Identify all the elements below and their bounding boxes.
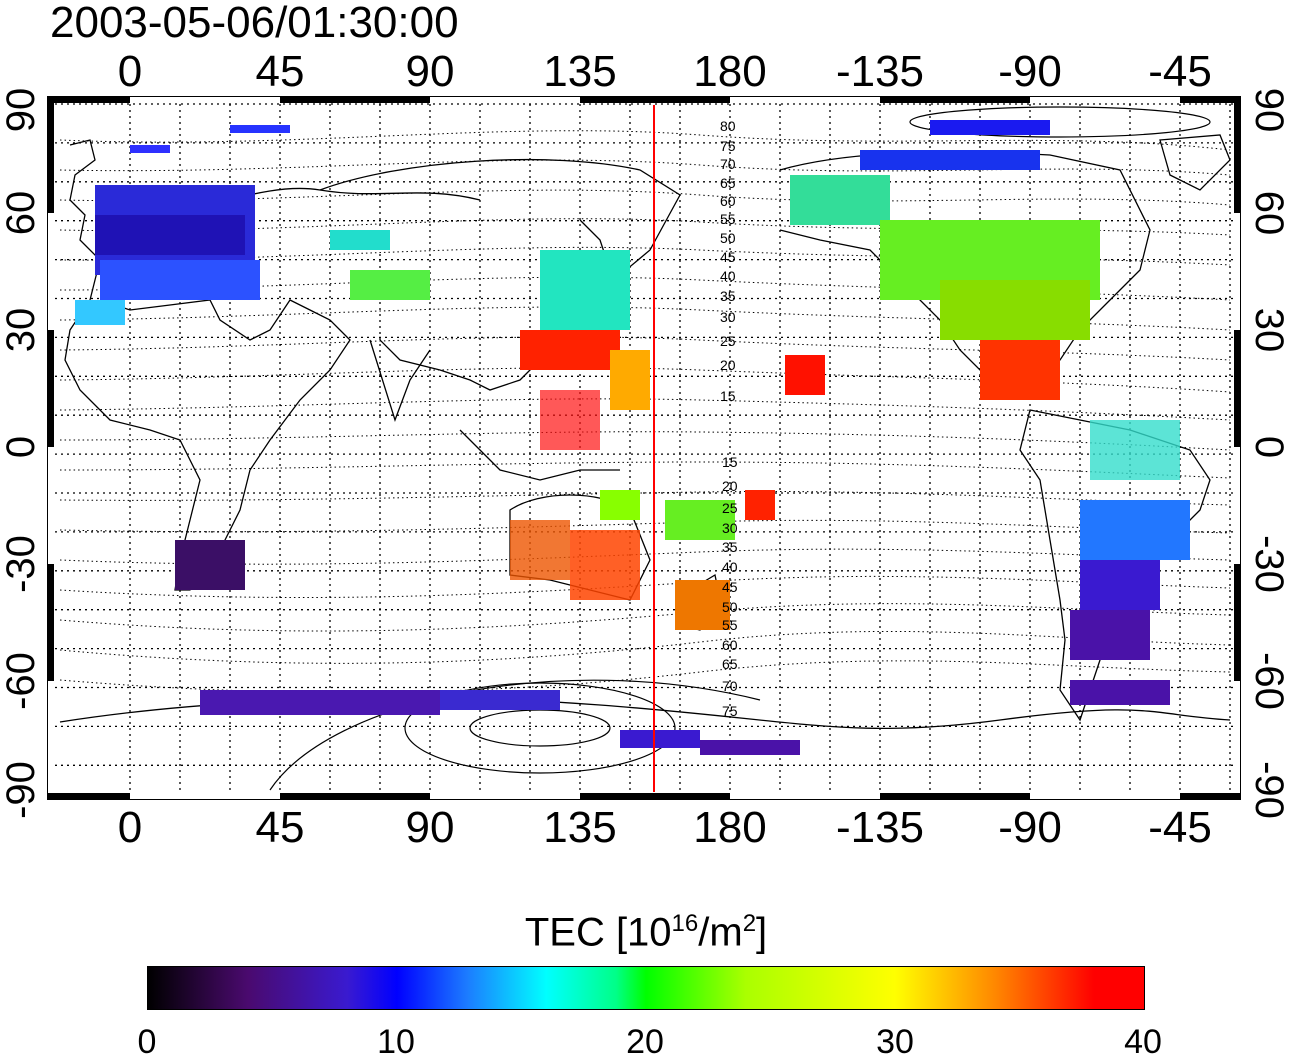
left-lat-label: -60	[0, 652, 43, 710]
colorbar-tick-label: 10	[377, 1023, 415, 1061]
contour-label: 70	[722, 678, 738, 694]
colorbar-tick-label: 0	[137, 1023, 157, 1061]
bottom-lon-label: -90	[998, 803, 1062, 852]
left-lat-label: -30	[0, 535, 43, 593]
bottom-lon-label: -135	[836, 803, 924, 852]
contour-label: 55	[722, 617, 738, 633]
contour-label: 50	[722, 599, 738, 615]
colorbar-tick-label: 40	[1124, 1023, 1162, 1061]
contour-label: 55	[720, 211, 736, 227]
right-lat-label: 60	[1247, 191, 1291, 236]
bottom-lon-label: 45	[256, 803, 305, 852]
contour-label: 35	[720, 288, 736, 304]
bottom-lon-label: 0	[118, 803, 142, 852]
bottom-lon-label: -45	[1148, 803, 1212, 852]
contour-label: 25	[720, 333, 736, 349]
left-lat-label: 60	[0, 191, 43, 236]
contour-label: 50	[720, 230, 736, 246]
right-lat-label: 30	[1247, 308, 1291, 353]
right-lat-label: 90	[1247, 88, 1291, 133]
bottom-lon-label: 90	[406, 803, 455, 852]
colorbar-title: TEC [1016/m2]	[524, 910, 768, 955]
contour-label: 70	[720, 156, 736, 172]
right-lat-label: -30	[1247, 535, 1291, 593]
colorbar-tick-label: 20	[626, 1023, 664, 1061]
bottom-lon-label: 180	[693, 803, 766, 852]
contour-label: 15	[722, 454, 738, 470]
top-lon-label: 0	[118, 47, 142, 96]
contour-label: 25	[722, 500, 738, 516]
tec-data-points	[75, 120, 1190, 755]
contour-label: 20	[720, 357, 736, 373]
contour-label: 65	[720, 175, 736, 191]
contour-label: 60	[722, 637, 738, 653]
left-lat-label: 90	[0, 88, 43, 133]
contour-value-labels: 80 75 70 65 60 55 50 45 40 35 30 25 20 15 15 20 25 30 35 40…	[720, 118, 738, 719]
top-lon-label: 45	[256, 47, 305, 96]
contour-label: 45	[722, 579, 738, 595]
contour-label: 40	[720, 268, 736, 284]
contour-label: 20	[722, 478, 738, 494]
contour-lines	[59, 130, 1231, 693]
right-lat-label: -60	[1247, 652, 1291, 710]
left-lat-label: 0	[0, 436, 43, 458]
right-lat-label: -90	[1247, 761, 1291, 819]
axis-labels: 0 45 90 135 180 -135 -90 -450 45 90 135 180 -135 -90-…	[0, 47, 1291, 852]
top-lon-label: 180	[693, 47, 766, 96]
top-lon-label: -45	[1148, 47, 1212, 96]
contour-label: 35	[722, 539, 738, 555]
tec-map: 80 75 70 65 60 55 50 45 40 35 30 25 20 15 15 20 25 30 35 40…	[0, 47, 1291, 852]
contour-label: 75	[722, 703, 738, 719]
contour-label: 75	[720, 138, 736, 154]
colorbar-tick-label: 30	[876, 1023, 914, 1061]
map-title: 2003-05-06/01:30:00	[50, 0, 459, 47]
right-lat-label: 0	[1247, 436, 1291, 458]
top-lon-label: -90	[998, 47, 1062, 96]
contour-label: 80	[720, 118, 736, 134]
bottom-lon-label: 135	[543, 803, 616, 852]
contour-label: 65	[722, 656, 738, 672]
contour-label: 60	[720, 193, 736, 209]
contour-label: 45	[720, 249, 736, 265]
contour-label: 40	[722, 559, 738, 575]
top-lon-label: 135	[543, 47, 616, 96]
top-lon-label: -135	[836, 47, 924, 96]
top-lon-label: 90	[406, 47, 455, 96]
contour-label: 30	[722, 520, 738, 536]
colorbar	[147, 966, 1145, 1010]
left-lat-label: -90	[0, 761, 43, 819]
contour-label: 30	[720, 309, 736, 325]
left-lat-label: 30	[0, 308, 43, 353]
contour-label: 15	[720, 388, 736, 404]
grid-lines	[55, 103, 1233, 792]
